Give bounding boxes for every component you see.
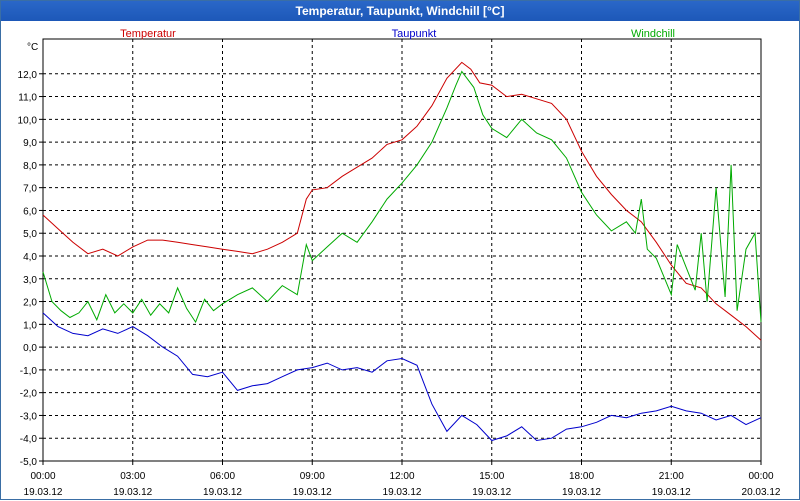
chart-grid [43,39,761,461]
y-tick-label: -5,0 [20,457,38,468]
y-tick-label: 6,0 [23,206,37,217]
y-axis-unit-label: °C [27,42,38,53]
y-tick-label: -2,0 [20,389,38,400]
x-tick-date-label: 19.03.12 [203,487,242,498]
y-tick-label: 0,0 [23,343,37,354]
x-tick-date-label: 19.03.12 [383,487,422,498]
x-tick-time-label: 00:00 [748,471,773,482]
y-tick-label: 3,0 [23,275,37,286]
y-tick-label: 4,0 [23,252,37,263]
chart-title: Temperatur, Taupunkt, Windchill [°C] [1,1,799,21]
y-tick-label: 2,0 [23,298,37,309]
y-tick-label: 1,0 [23,320,37,331]
x-tick-date-label: 19.03.12 [24,487,63,498]
x-tick-date-label: 19.03.12 [472,487,511,498]
legend-temperatur: Temperatur [120,28,176,40]
chart-series-group [42,61,762,442]
x-tick-date-label: 19.03.12 [562,487,601,498]
series-line-taupunkt [42,312,762,442]
y-tick-label: -1,0 [20,366,38,377]
x-tick-time-label: 12:00 [389,471,414,482]
chart-axes: 12,0 11,0 10,0 9,0 8,0 7,0 6,0 5,0 4,0 3,0 2,0 1,0 0… [18,38,781,498]
legend-taupunkt: Taupunkt [392,28,437,40]
x-tick-date-label: 19.03.12 [293,487,332,498]
series-line-windchill [42,70,762,324]
y-tick-label: -4,0 [20,434,38,445]
chart-legend: Temperatur Taupunkt Windchill [120,28,675,40]
y-tick-label: 5,0 [23,229,37,240]
x-tick-time-label: 18:00 [569,471,594,482]
y-tick-label: 8,0 [23,161,37,172]
series-line-temperatur [42,61,762,341]
x-tick-time-label: 00:00 [30,471,55,482]
y-tick-label: 7,0 [23,184,37,195]
y-tick-label: 12,0 [18,70,38,81]
x-tick-time-label: 03:00 [120,471,145,482]
x-tick-time-label: 06:00 [210,471,235,482]
x-tick-date-label: 20.03.12 [742,487,781,498]
x-tick-time-label: 21:00 [659,471,684,482]
x-tick-date-label: 19.03.12 [113,487,152,498]
y-tick-label: 10,0 [18,115,38,126]
y-tick-label: 11,0 [18,93,37,104]
y-tick-label: -3,0 [20,411,38,422]
x-tick-date-label: 19.03.12 [652,487,691,498]
y-tick-label: 9,0 [23,138,37,149]
x-tick-time-label: 15:00 [479,471,504,482]
x-tick-time-label: 09:00 [300,471,325,482]
legend-windchill: Windchill [631,28,675,40]
